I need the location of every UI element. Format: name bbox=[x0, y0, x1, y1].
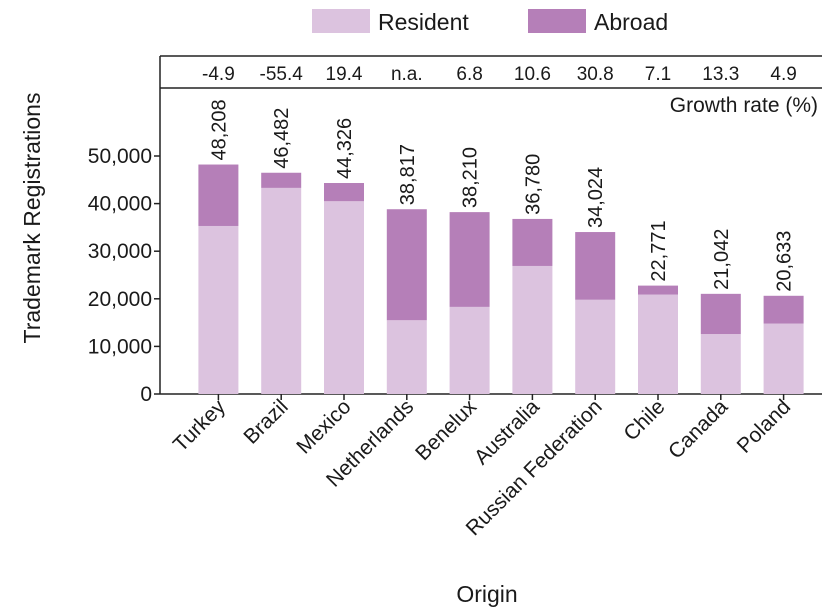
total-labels: 48,208 46,482 44,326 38,817 38,210 36,780 34,0… bbox=[208, 99, 795, 291]
bar-abroad bbox=[386, 209, 427, 321]
bar-abroad bbox=[763, 295, 804, 324]
bar-total-label: 38,210 bbox=[460, 147, 482, 208]
bar-abroad bbox=[198, 164, 239, 226]
bar-total-label: 22,771 bbox=[648, 220, 670, 281]
x-tick-label: Brazil bbox=[239, 395, 292, 448]
bar-resident bbox=[386, 320, 427, 394]
legend-label-abroad: Abroad bbox=[594, 9, 668, 35]
y-tick-label: 50,000 bbox=[88, 145, 152, 168]
growth-rate-value: -4.9 bbox=[202, 64, 235, 85]
legend-label-resident: Resident bbox=[378, 9, 469, 35]
growth-rate-title: Growth rate (%) bbox=[670, 94, 818, 117]
y-tick-label: 20,000 bbox=[88, 288, 152, 311]
bar-total-label: 48,208 bbox=[208, 99, 230, 160]
x-tick-label: Poland bbox=[733, 395, 796, 458]
legend-swatch-abroad bbox=[528, 9, 586, 33]
y-tick-label: 40,000 bbox=[88, 193, 152, 216]
bar-resident bbox=[763, 323, 804, 394]
bar-abroad bbox=[324, 183, 364, 202]
growth-rate-value: -55.4 bbox=[260, 64, 304, 85]
growth-rate-value: n.a. bbox=[391, 64, 423, 85]
bar-abroad bbox=[575, 232, 616, 300]
bar-total-label: 36,780 bbox=[522, 154, 544, 215]
y-axis-title: Trademark Registrations bbox=[19, 93, 45, 344]
growth-rate-value: 10.6 bbox=[514, 64, 551, 85]
bar-resident bbox=[261, 187, 302, 394]
legend-swatch-resident bbox=[312, 9, 370, 33]
growth-rate-value: 6.8 bbox=[456, 64, 482, 85]
bar-resident bbox=[638, 294, 678, 394]
legend: Resident Abroad bbox=[312, 9, 668, 35]
bar-resident bbox=[449, 306, 490, 394]
growth-rate-value: 30.8 bbox=[577, 64, 614, 85]
bar-resident bbox=[700, 334, 741, 394]
x-axis-title: Origin bbox=[456, 581, 517, 607]
bar-abroad bbox=[449, 212, 490, 307]
y-tick-label: 30,000 bbox=[88, 240, 152, 263]
bar-total-label: 38,817 bbox=[397, 144, 419, 205]
bar-resident bbox=[512, 265, 553, 394]
x-tick-label: Chile bbox=[619, 395, 669, 445]
bar-resident bbox=[324, 201, 364, 394]
x-tick-label: Canada bbox=[664, 395, 733, 464]
x-axis: Turkey Brazil MexicoNetherlandsBeneluxAust… bbox=[169, 394, 795, 540]
bar-total-label: 34,024 bbox=[585, 167, 607, 228]
bar-total-label: 20,633 bbox=[774, 231, 796, 292]
growth-rate-panel: Growth rate (%) bbox=[160, 55, 822, 117]
bar-resident bbox=[198, 225, 239, 394]
bar-total-label: 21,042 bbox=[711, 229, 733, 290]
growth-rate-value: 4.9 bbox=[770, 64, 796, 85]
x-tick-label: Mexico bbox=[292, 395, 355, 458]
growth-rate-value: 13.3 bbox=[702, 64, 739, 85]
growth-values: -4.9 -55.4 19.4 n.a. 6.8 10.6 30.8 7.1 13.3 4.9 bbox=[202, 64, 797, 85]
bars bbox=[198, 164, 804, 394]
y-tick-label: 0 bbox=[140, 383, 152, 406]
bar-total-label: 44,326 bbox=[334, 118, 356, 179]
growth-rate-value: 7.1 bbox=[645, 64, 671, 85]
bar-abroad bbox=[512, 218, 553, 266]
bar-abroad bbox=[638, 285, 678, 295]
bar-abroad bbox=[261, 172, 302, 188]
x-tick-label: Turkey bbox=[169, 395, 230, 456]
y-tick-label: 10,000 bbox=[88, 335, 152, 358]
bar-resident bbox=[575, 299, 616, 394]
bar-abroad bbox=[700, 293, 741, 335]
growth-rate-value: 19.4 bbox=[326, 64, 363, 85]
bar-total-label: 46,482 bbox=[271, 108, 293, 169]
